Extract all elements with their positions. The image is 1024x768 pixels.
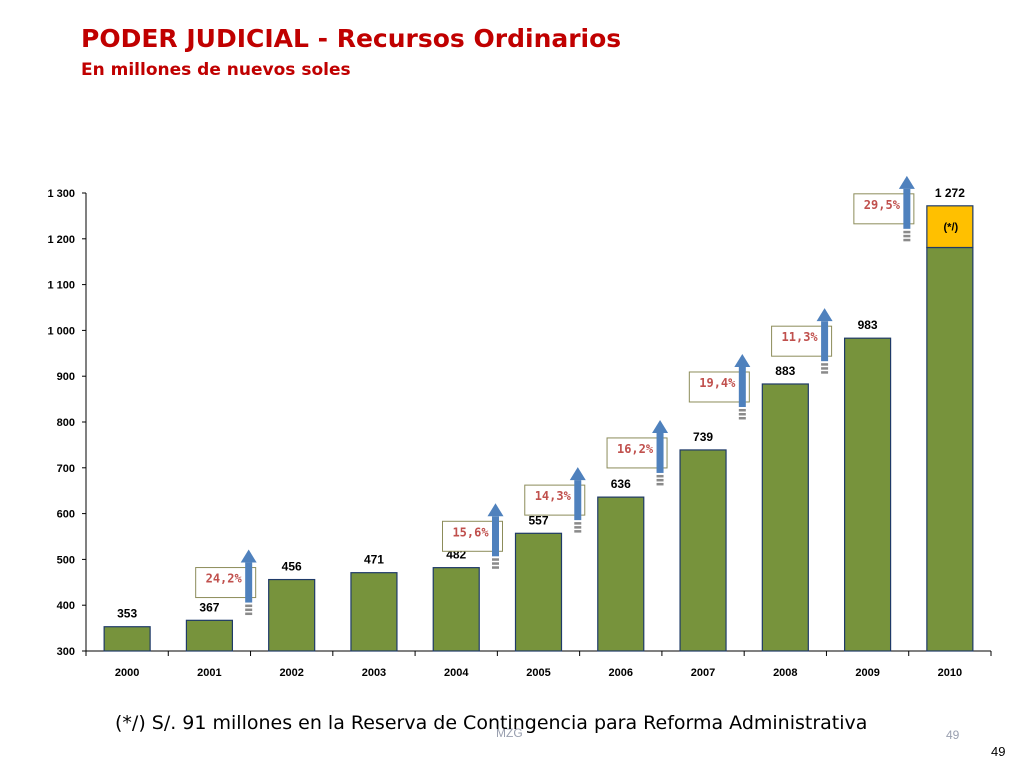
growth-arrow-tail bbox=[903, 238, 911, 242]
data-label: 739 bbox=[693, 430, 713, 444]
growth-label: 24,2% bbox=[206, 572, 243, 586]
bar bbox=[679, 449, 727, 652]
growth-arrow-shaft bbox=[492, 516, 499, 557]
x-tick-label: 2010 bbox=[938, 667, 962, 679]
slide-subtitle: En millones de nuevos soles bbox=[81, 60, 351, 80]
x-tick-label: 2000 bbox=[115, 667, 139, 679]
y-tick-label: 1 100 bbox=[47, 280, 75, 292]
growth-arrow-tail bbox=[574, 522, 582, 525]
y-tick-label: 600 bbox=[57, 509, 75, 521]
growth-arrow-head bbox=[240, 549, 257, 563]
x-tick-label: 2001 bbox=[197, 667, 221, 679]
growth-label: 19,4% bbox=[699, 376, 736, 390]
data-label: 471 bbox=[364, 553, 384, 567]
growth-arrow-tail bbox=[574, 530, 582, 533]
slide-title: PODER JUDICIAL - Recursos Ordinarios bbox=[81, 24, 622, 53]
growth-label: 16,2% bbox=[617, 442, 654, 456]
growth-label: 11,3% bbox=[782, 330, 819, 344]
growth-arrow-tail bbox=[656, 482, 664, 486]
growth-arrow-tail bbox=[574, 526, 582, 529]
bar bbox=[514, 532, 563, 652]
growth-arrow-head bbox=[734, 353, 751, 367]
growth-arrow-tail bbox=[492, 558, 499, 561]
y-tick-label: 900 bbox=[57, 371, 75, 383]
data-label: 456 bbox=[282, 560, 302, 574]
slide-number-faint: 49 bbox=[946, 728, 960, 742]
x-tick-label: 2005 bbox=[526, 667, 550, 679]
bar bbox=[926, 246, 974, 652]
growth-arrow-tail bbox=[903, 234, 911, 238]
bar bbox=[432, 567, 480, 652]
growth-arrow-head bbox=[898, 175, 915, 189]
x-tick-label: 2008 bbox=[773, 667, 797, 679]
data-label: 883 bbox=[775, 364, 795, 378]
bar bbox=[268, 578, 316, 652]
bar-reserve-segment bbox=[926, 205, 974, 249]
growth-arrow-shaft bbox=[903, 188, 911, 229]
growth-arrow-tail bbox=[821, 367, 829, 370]
bar bbox=[843, 337, 892, 652]
growth-arrow-tail bbox=[738, 416, 746, 420]
growth-arrow-tail bbox=[656, 478, 664, 482]
x-tick-label: 2006 bbox=[609, 667, 633, 679]
bar bbox=[350, 572, 398, 652]
y-tick-label: 500 bbox=[57, 554, 75, 566]
growth-arrow-shaft bbox=[821, 321, 829, 362]
slide-number: 49 bbox=[991, 744, 1006, 759]
growth-arrow-head bbox=[569, 467, 586, 481]
growth-arrow-tail bbox=[492, 566, 499, 569]
data-label: 983 bbox=[858, 318, 878, 332]
growth-arrow-tail bbox=[738, 412, 746, 416]
bar bbox=[185, 619, 234, 652]
bar bbox=[597, 496, 645, 652]
growth-arrow-tail bbox=[821, 363, 829, 366]
bar bbox=[103, 626, 151, 652]
growth-arrow-head bbox=[652, 419, 669, 433]
x-tick-label: 2002 bbox=[279, 667, 303, 679]
data-label: 557 bbox=[528, 513, 548, 527]
growth-arrow-head bbox=[816, 308, 833, 322]
growth-arrow-tail bbox=[821, 371, 829, 374]
y-tick-label: 300 bbox=[57, 646, 75, 658]
data-label: 636 bbox=[611, 477, 631, 491]
growth-label: 14,3% bbox=[535, 489, 572, 503]
data-label: 353 bbox=[117, 607, 137, 621]
y-tick-label: 800 bbox=[57, 417, 75, 429]
data-label: 367 bbox=[199, 600, 219, 614]
y-tick-label: 1 000 bbox=[47, 325, 75, 337]
growth-arrow-head bbox=[487, 503, 504, 517]
growth-arrow-shaft bbox=[656, 432, 664, 473]
growth-arrow-tail bbox=[245, 604, 253, 608]
y-tick-label: 400 bbox=[57, 600, 75, 612]
growth-arrow-tail bbox=[245, 612, 253, 616]
growth-arrow-tail bbox=[656, 474, 664, 478]
growth-arrow-tail bbox=[492, 562, 499, 565]
growth-label: 15,6% bbox=[452, 525, 489, 539]
growth-arrow-shaft bbox=[245, 562, 253, 603]
growth-arrow-tail bbox=[738, 408, 746, 412]
growth-arrow-tail bbox=[245, 608, 253, 612]
reserve-label: (*/) bbox=[944, 222, 959, 234]
y-tick-label: 1 200 bbox=[47, 234, 75, 246]
data-label: 1 272 bbox=[935, 186, 965, 200]
growth-arrow-shaft bbox=[574, 480, 582, 521]
x-tick-label: 2007 bbox=[691, 667, 715, 679]
growth-arrow-shaft bbox=[738, 366, 746, 407]
growth-label: 29,5% bbox=[864, 198, 901, 212]
x-tick-label: 2004 bbox=[444, 667, 469, 679]
y-tick-label: 1 300 bbox=[47, 188, 75, 200]
x-tick-label: 2003 bbox=[362, 667, 386, 679]
growth-arrow-tail bbox=[903, 230, 911, 234]
watermark-text: MZG bbox=[496, 726, 523, 740]
x-tick-label: 2009 bbox=[855, 667, 879, 679]
bar bbox=[761, 383, 809, 652]
footnote: (*/) S/. 91 millones en la Reserva de Co… bbox=[115, 712, 868, 734]
y-tick-label: 700 bbox=[57, 463, 75, 475]
